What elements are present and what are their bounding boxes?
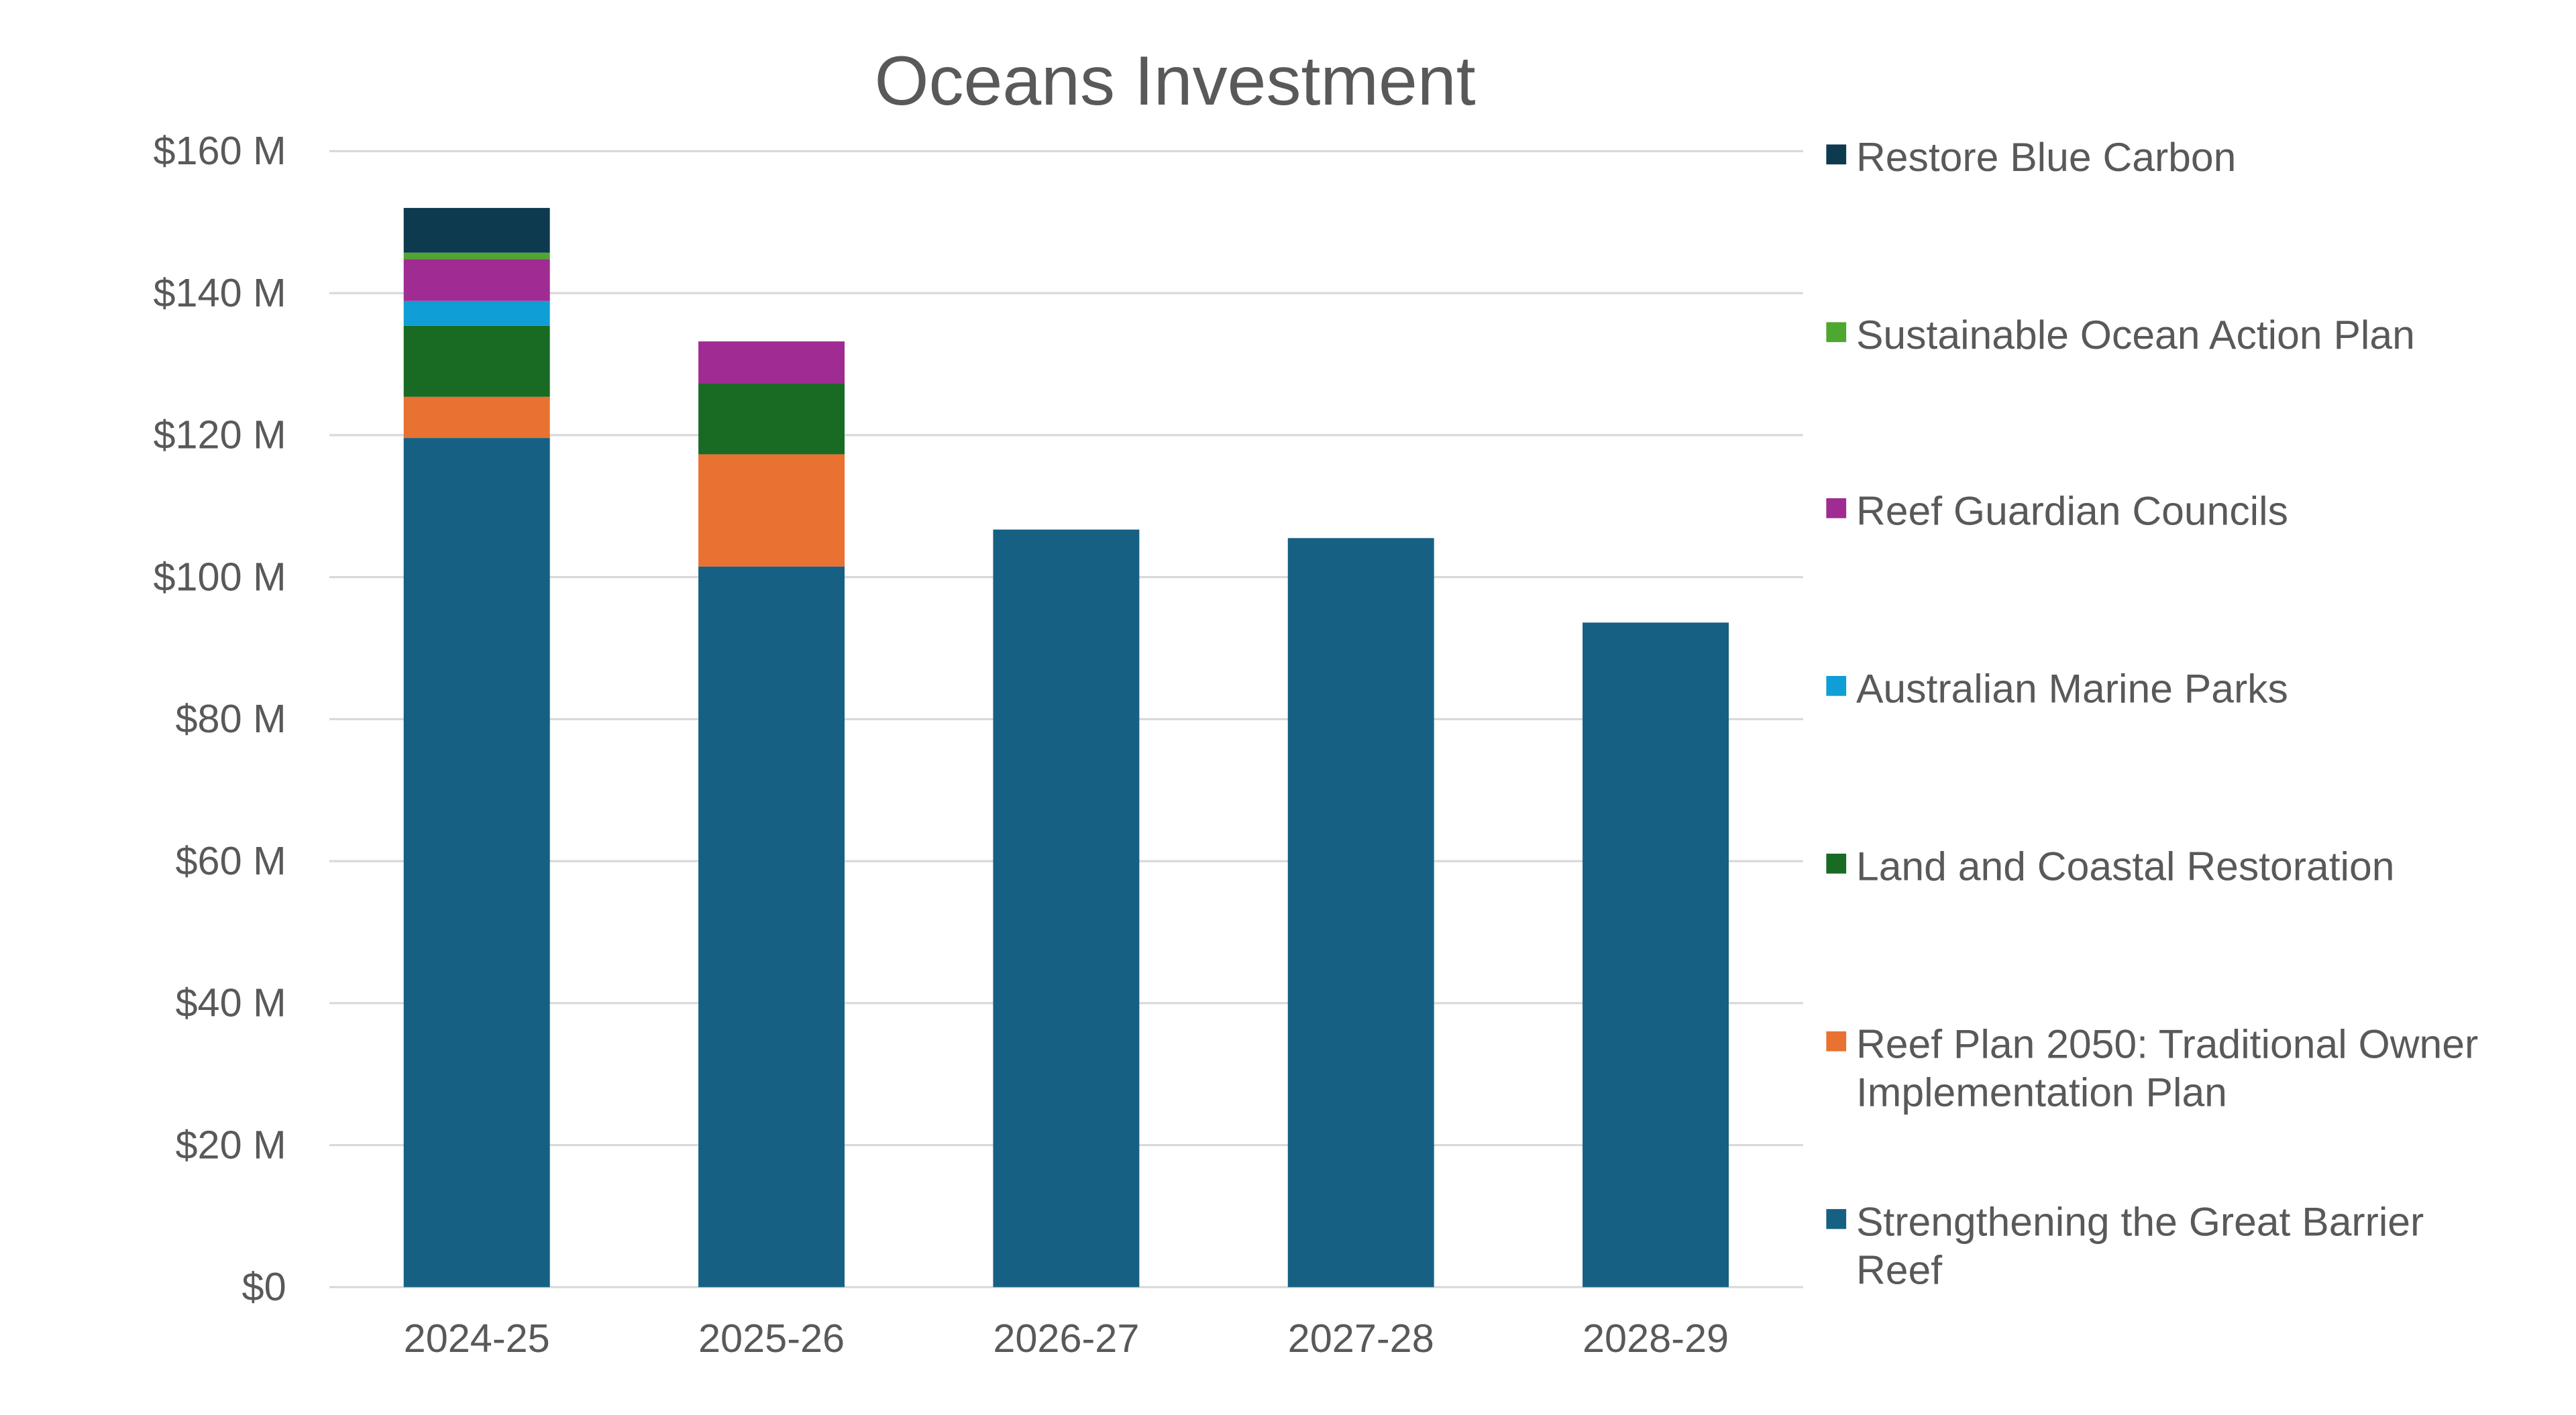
legend-swatch [1826,498,1847,518]
legend-swatch [1826,853,1847,874]
y-tick-label: $40 M [175,980,286,1025]
legend-label: Restore Blue Carbon [1856,134,2236,180]
bar-segment [1287,538,1434,1288]
bar-segment [993,529,1140,1288]
y-tick-label: $0 [242,1264,286,1309]
legend-label: Australian Marine Parks [1856,666,2288,712]
y-tick-label: $140 M [153,270,286,315]
legend-swatch [1826,1031,1847,1052]
legend-item: Land and Coastal Restoration [1826,844,2395,889]
legend-swatch [1826,675,1847,696]
legend-item: Restore Blue Carbon [1826,134,2236,180]
bars [403,208,1729,1288]
x-tick-label: 2028-29 [1582,1316,1729,1361]
y-tick-label: $20 M [175,1122,286,1167]
y-tick-label: $160 M [153,128,286,173]
legend-swatch [1826,144,1847,165]
x-tick-label: 2025-26 [698,1316,845,1361]
legend-swatch [1826,1208,1847,1229]
x-tick-label: 2026-27 [993,1316,1139,1361]
bar-segment [698,383,845,455]
bar-segment [698,341,845,384]
y-tick-label: $60 M [175,838,286,883]
legend-item: Australian Marine Parks [1826,666,2288,712]
bar-segment [403,259,550,301]
bar-segment [698,454,845,567]
y-axis-tick-labels: $0 $20 M $40 M $60 M $80 M $100 M $120 M $140 M… [153,128,286,1309]
legend-item: Sustainable Ocean Action Plan [1826,312,2415,357]
y-tick-label: $100 M [153,554,286,599]
bar-segment [403,325,550,397]
bar-segment [1582,622,1729,1288]
legend: Restore Blue Carbon Sustainable Ocean Act… [1826,134,2478,1292]
legend-label: Reef Plan 2050: Traditional Owner [1856,1021,2478,1067]
legend-label: Land and Coastal Restoration [1856,844,2395,889]
x-axis-tick-labels: 2024-25 2025-26 2026-27 2027-28 2028-29 [404,1316,1729,1361]
legend-item: Reef Plan 2050: Traditional OwnerImpleme… [1826,1021,2478,1115]
x-tick-label: 2024-25 [404,1316,550,1361]
legend-label: Reef Guardian Councils [1856,488,2288,534]
legend-label: Strengthening the Great Barrier [1856,1199,2424,1245]
bar-segment [403,252,550,260]
y-tick-label: $80 M [175,696,286,741]
x-tick-label: 2027-28 [1288,1316,1434,1361]
legend-item: Reef Guardian Councils [1826,488,2288,534]
legend-label: Implementation Plan [1856,1069,2227,1115]
legend-swatch [1826,322,1847,343]
y-tick-label: $120 M [153,412,286,457]
bar-segment [403,208,550,253]
legend-label: Sustainable Ocean Action Plan [1856,312,2415,357]
bar-segment [403,438,550,1288]
chart-title: Oceans Investment [875,42,1476,120]
bar-segment [403,300,550,326]
legend-label: Reef [1856,1247,1942,1292]
bar-segment [698,566,845,1288]
bar-segment [403,396,550,439]
